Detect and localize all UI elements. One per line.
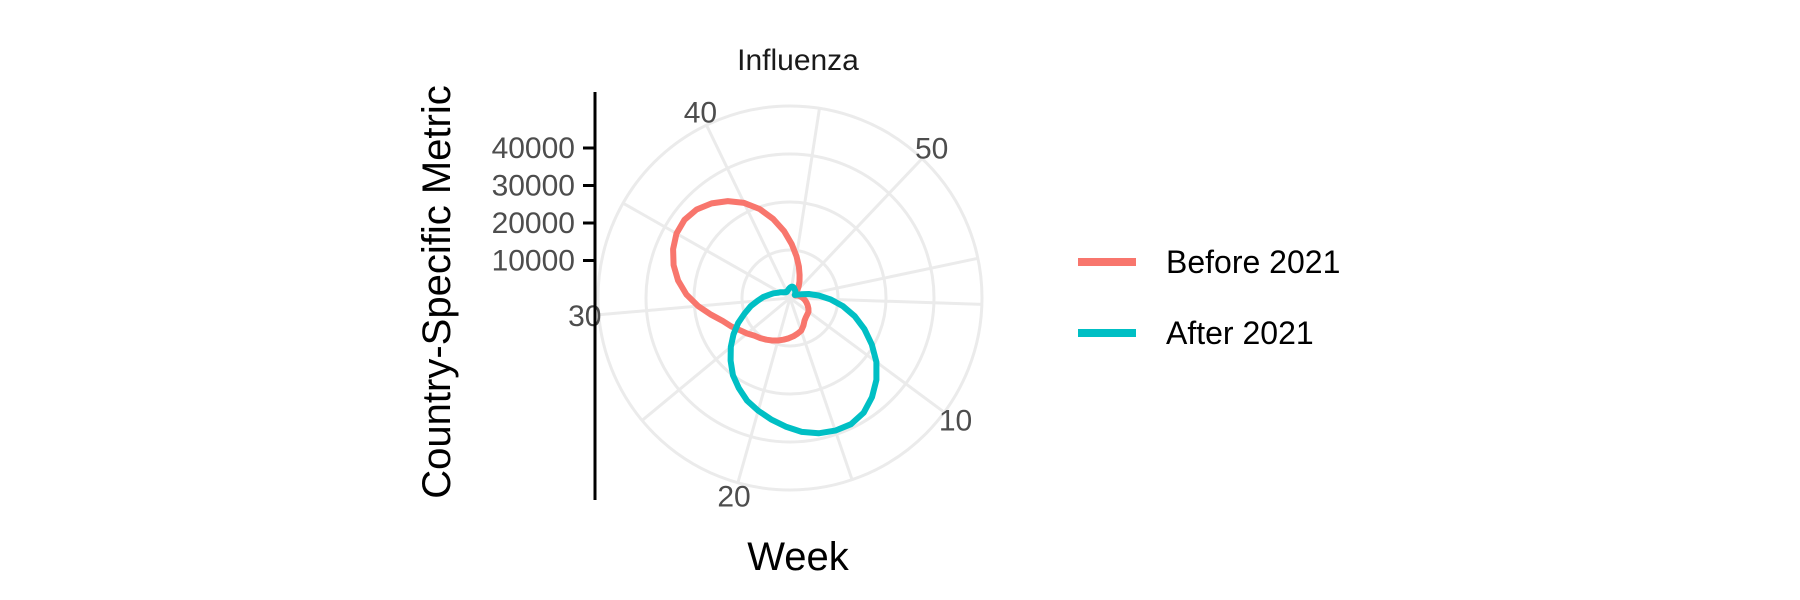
y-tick-label-40000: 40000 xyxy=(492,132,575,165)
y-tick-label-10000: 10000 xyxy=(492,245,575,278)
grid-spoke-week-25 xyxy=(641,296,791,422)
grid-spoke-week-10 xyxy=(789,296,946,414)
x-axis-title: Week xyxy=(747,535,850,579)
grid-spoke-week-55 xyxy=(789,256,979,300)
y-tick-label-30000: 30000 xyxy=(492,170,575,203)
grid-circle-4 xyxy=(596,104,984,492)
grid-spoke-week-50 xyxy=(788,157,924,300)
series-line-before-2021 xyxy=(670,198,812,344)
grid-circle-3 xyxy=(644,152,936,444)
grid-spoke-week-45 xyxy=(788,108,821,299)
series-line-after-2021 xyxy=(727,283,880,437)
y-tick-label-20000: 20000 xyxy=(492,207,575,240)
grid-spoke-week-35 xyxy=(622,201,791,300)
series-lines xyxy=(670,198,880,437)
grid-circle-1 xyxy=(740,248,840,348)
legend: Before 2021 After 2021 xyxy=(1078,244,1340,351)
theta-tick-10: 10 xyxy=(939,405,972,438)
y-axis-title: Country-Specific Metric xyxy=(415,85,459,498)
theta-tick-20: 20 xyxy=(717,480,750,513)
grid-spoke-week-15 xyxy=(788,297,854,481)
legend-label-after-2021: After 2021 xyxy=(1166,315,1314,351)
grid-spoke-week-20 xyxy=(736,297,792,484)
chart-title: Influenza xyxy=(737,44,859,77)
y-axis-ticks: 10000 20000 30000 40000 xyxy=(492,132,595,278)
grid-spoke-week-40 xyxy=(705,124,792,299)
legend-label-before-2021: Before 2021 xyxy=(1166,244,1340,280)
theta-tick-40: 40 xyxy=(684,97,717,130)
theta-tick-50: 50 xyxy=(915,132,948,165)
